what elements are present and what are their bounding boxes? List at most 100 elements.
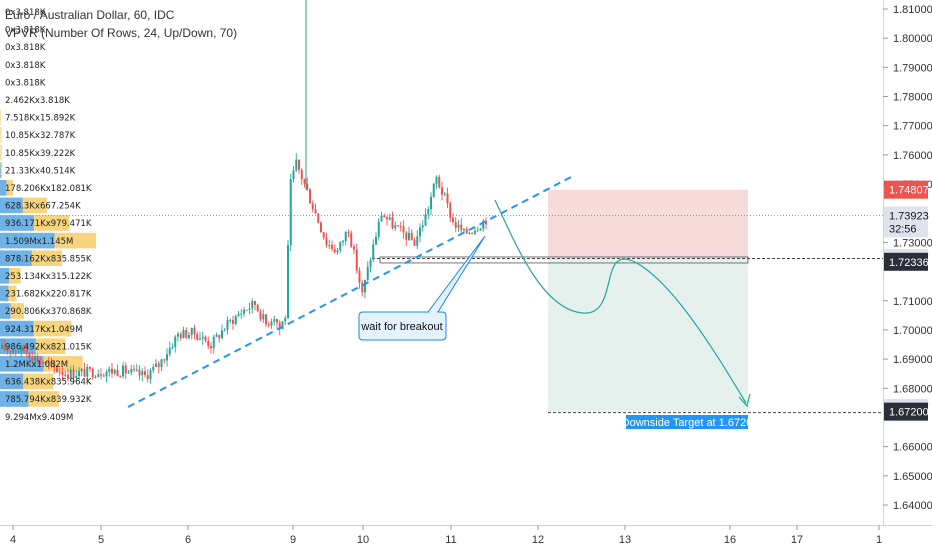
vp-down-bar (0, 162, 3, 178)
candle-body (17, 351, 20, 353)
candle-body (256, 304, 259, 312)
candle-body (155, 363, 157, 367)
candle-body (281, 321, 284, 330)
candle-body (91, 368, 94, 378)
x-axis-ticks: 4 5 6 9 10 11 12 13 16 17 1 (10, 525, 882, 546)
y-tick-label: 1.71000 (893, 296, 932, 308)
vp-down-bar (9, 268, 21, 284)
candle-body (306, 183, 309, 190)
candle-body (471, 232, 474, 234)
vp-down-bar (6, 180, 14, 196)
candle-body (421, 225, 424, 228)
y-tick-label: 1.77000 (893, 121, 932, 133)
candle-body (245, 309, 248, 311)
x-tick-label: 10 (357, 534, 369, 546)
vp-row-label: 10.85Kx39.222K (5, 149, 76, 159)
vp-row-label: 178.206Kx182.081K (5, 184, 92, 194)
price-axis[interactable] (883, 0, 932, 550)
candle-body (207, 340, 210, 347)
vp-row-label: 0x3.818K (5, 26, 46, 36)
vp-up-bar (0, 285, 9, 302)
candle-body (366, 266, 369, 280)
candle-body (223, 329, 226, 331)
y-tick-label: 1.73000 (893, 237, 932, 249)
target-zone (548, 257, 748, 412)
candle-body (133, 368, 135, 370)
time-axis[interactable] (0, 525, 883, 550)
candle-body (94, 376, 97, 378)
candle-body (9, 350, 12, 353)
y-tick-label: 1.81000 (893, 4, 932, 16)
candle-body (452, 217, 454, 222)
candle-body (320, 222, 322, 233)
x-tick-label: 9 (290, 534, 296, 546)
vp-row-label: 2.462Kx3.818K (5, 96, 70, 106)
vp-down-bar (28, 391, 59, 407)
horizontal-levels (0, 214, 883, 414)
x-tick-label: 11 (445, 534, 456, 546)
candle-body (413, 240, 416, 246)
candle-body (177, 333, 179, 337)
candle-body (119, 376, 122, 378)
candle-body (171, 347, 174, 349)
vp-up-bar (0, 250, 32, 266)
y-tick-label: 1.70000 (893, 325, 932, 337)
candle-body (108, 368, 111, 372)
candle-body (361, 282, 364, 293)
candle-body (50, 363, 53, 365)
candle-body (479, 228, 482, 231)
vp-row-label: 878.162Kx835.855K (5, 254, 92, 264)
vp-up-bar (0, 391, 29, 407)
candle-body (328, 244, 331, 246)
x-tick-label: 13 (619, 534, 631, 546)
candle-body (449, 203, 452, 218)
candle-body (226, 320, 229, 330)
candle-body (199, 338, 201, 340)
candle-body (229, 319, 232, 321)
candle-body (210, 346, 212, 349)
x-tick-label: 16 (724, 534, 736, 546)
candle-body (83, 369, 86, 377)
x-tick-label: 17 (791, 534, 803, 546)
candle-body (67, 374, 69, 379)
candle-body (355, 249, 358, 271)
vp-down-bar (0, 144, 2, 161)
candle-body (465, 228, 468, 234)
candle-body (97, 374, 100, 377)
vp-down-bar (0, 109, 1, 126)
candle-body (3, 344, 6, 351)
candle-body (190, 327, 193, 335)
drawing-tools: wait for breakout Downside Target at 1.67… (127, 174, 752, 429)
vp-row-label: 636.438Kx835.964K (5, 378, 92, 388)
candle-body (394, 225, 397, 229)
candle-body (410, 232, 413, 241)
candle-body (31, 358, 34, 361)
candle-body (188, 334, 190, 338)
candle-body (14, 350, 17, 352)
vp-row-label: 7.518Kx15.892K (5, 114, 76, 124)
candle-body (124, 365, 127, 374)
vp-down-bar (22, 197, 47, 214)
candle-body (12, 350, 14, 353)
candle-body (157, 363, 160, 367)
candle-body (292, 170, 295, 180)
y-tick-label: 1.64000 (893, 500, 932, 512)
candle-body (317, 213, 320, 223)
vp-up-bar (0, 373, 24, 390)
chart-title: Euro / Australian Dollar, 60, IDC (5, 8, 175, 22)
candle-body (457, 224, 460, 228)
candle-body (196, 333, 199, 340)
candle-body (80, 369, 83, 372)
candle-body (193, 327, 196, 334)
breakout-level-box (379, 256, 749, 264)
candle-body (221, 330, 223, 339)
candle-body (86, 366, 89, 377)
candle-body (402, 226, 405, 233)
candle-body (380, 215, 383, 222)
candle-body (144, 371, 146, 376)
vp-down-bar (8, 285, 17, 302)
candle-body (201, 336, 204, 339)
candle-body (446, 193, 449, 204)
candle-body (160, 359, 163, 367)
